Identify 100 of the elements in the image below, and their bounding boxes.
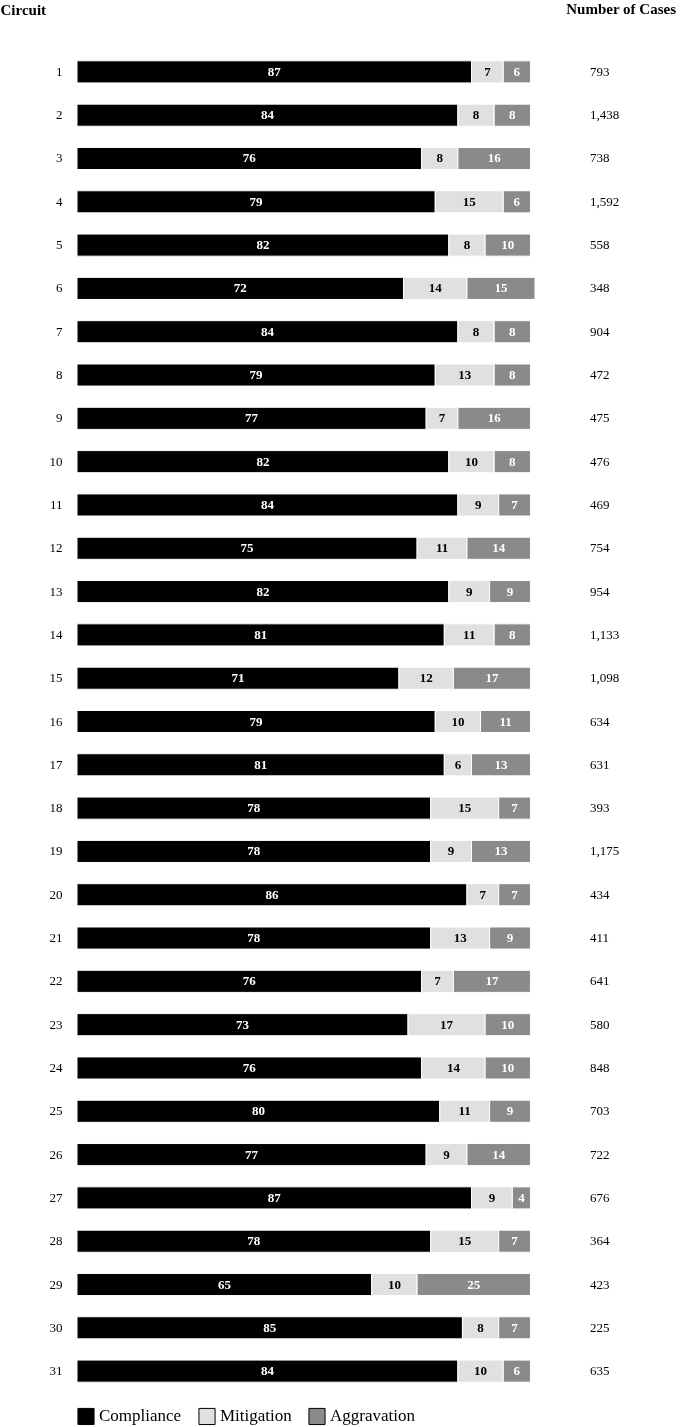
- data-label: 11: [463, 626, 476, 642]
- legend-label: Compliance: [99, 1406, 182, 1426]
- legend-label: Aggravation: [330, 1406, 416, 1426]
- data-label: 7: [511, 1233, 519, 1249]
- data-label: 79: [249, 367, 264, 383]
- text: 472: [590, 367, 610, 383]
- text: 411: [590, 930, 610, 946]
- data-label: 76: [242, 1059, 257, 1075]
- data-label: 10: [451, 713, 465, 729]
- text: 1,438: [590, 107, 620, 123]
- y-tick-label: 10: [49, 453, 63, 469]
- data-label: 84: [260, 1363, 275, 1379]
- text: 631: [590, 756, 610, 772]
- data-label: 72: [233, 280, 247, 296]
- data-label: 82: [256, 453, 270, 469]
- data-label: 7: [511, 800, 519, 816]
- data-label: 77: [245, 1146, 259, 1162]
- data-label: 78: [247, 930, 261, 946]
- data-label: 10: [501, 1016, 515, 1032]
- data-label: 87: [267, 63, 282, 79]
- data-label: 8: [509, 107, 517, 123]
- legend-label: Mitigation: [220, 1406, 293, 1426]
- text: 1,175: [590, 843, 620, 859]
- data-label: 15: [494, 280, 508, 296]
- data-label: 82: [256, 237, 270, 253]
- y-tick-label: 20: [49, 886, 63, 902]
- data-label: 76: [242, 973, 257, 989]
- data-label: 11: [499, 713, 512, 729]
- data-label: 15: [462, 193, 477, 209]
- data-label: 7: [438, 410, 446, 426]
- y-tick-label: 9: [56, 410, 63, 426]
- y-tick-label: 3: [56, 150, 63, 166]
- data-label: 17: [440, 1016, 454, 1032]
- data-label: 8: [477, 1319, 485, 1335]
- data-label: 7: [434, 973, 442, 989]
- data-label: 8: [472, 107, 480, 123]
- y-tick-label: 28: [49, 1233, 63, 1249]
- y-tick-label: 12: [49, 540, 63, 556]
- y-tick-label: 4: [56, 193, 63, 209]
- text: 348: [590, 280, 610, 296]
- y-tick-label: 16: [49, 713, 63, 729]
- data-label: 14: [492, 540, 506, 556]
- data-label: 73: [236, 1016, 250, 1032]
- data-label: 7: [511, 1319, 519, 1335]
- text: 904: [590, 323, 610, 339]
- data-label: 10: [474, 1363, 488, 1379]
- y-tick-label: 13: [49, 583, 63, 599]
- data-label: 14: [446, 1059, 461, 1075]
- text: 1,098: [590, 670, 620, 686]
- data-label: 9: [506, 1103, 514, 1119]
- data-label: 15: [458, 800, 472, 816]
- data-label: 84: [260, 496, 275, 512]
- text: 364: [590, 1233, 610, 1249]
- y-tick-label: 30: [49, 1319, 63, 1335]
- data-label: 10: [501, 237, 515, 253]
- data-label: 8: [472, 323, 480, 339]
- data-label: 7: [511, 496, 519, 512]
- data-label: 71: [231, 670, 245, 686]
- data-label: 11: [458, 1103, 471, 1119]
- y-tick-label: 15: [49, 670, 63, 686]
- data-label: 16: [487, 150, 502, 166]
- data-label: 10: [501, 1059, 515, 1075]
- text: 754: [590, 540, 610, 556]
- data-label: 9: [506, 930, 514, 946]
- y-tick-label: 17: [49, 756, 63, 772]
- text: 793: [590, 63, 610, 79]
- text: 393: [590, 800, 610, 816]
- data-label: 9: [447, 843, 455, 859]
- data-label: 8: [509, 453, 517, 469]
- data-label: 7: [479, 886, 487, 902]
- text: 738: [590, 150, 610, 166]
- y-tick-label: 27: [49, 1189, 63, 1205]
- data-label: 65: [217, 1276, 232, 1292]
- data-label: 8: [509, 323, 517, 339]
- data-label: 9: [475, 496, 483, 512]
- y-tick-label: 25: [49, 1103, 63, 1119]
- data-label: 78: [247, 800, 261, 816]
- data-label: 77: [245, 410, 259, 426]
- y-tick-label: 5: [56, 237, 63, 253]
- text: 476: [590, 453, 610, 469]
- data-label: 13: [494, 843, 508, 859]
- y-tick-label: 11: [49, 496, 63, 512]
- y-tick-label: 2: [56, 107, 63, 123]
- data-label: 17: [485, 973, 499, 989]
- data-label: 85: [263, 1319, 277, 1335]
- text: 722: [590, 1146, 610, 1162]
- y-tick-label: 6: [56, 280, 63, 296]
- y-tick-label: 8: [56, 367, 63, 383]
- text: 434: [590, 886, 610, 902]
- text: 225: [590, 1319, 610, 1335]
- data-label: 8: [436, 150, 444, 166]
- data-label: 80: [251, 1103, 265, 1119]
- data-label: 9: [443, 1146, 451, 1162]
- data-label: 10: [387, 1276, 401, 1292]
- text: 703: [590, 1103, 610, 1119]
- text: 1,133: [590, 626, 620, 642]
- y-tick-label: 22: [49, 973, 63, 989]
- y-tick-label: 26: [49, 1146, 63, 1162]
- y2-axis-title: Number of Cases: [566, 1, 677, 17]
- data-label: 84: [260, 107, 275, 123]
